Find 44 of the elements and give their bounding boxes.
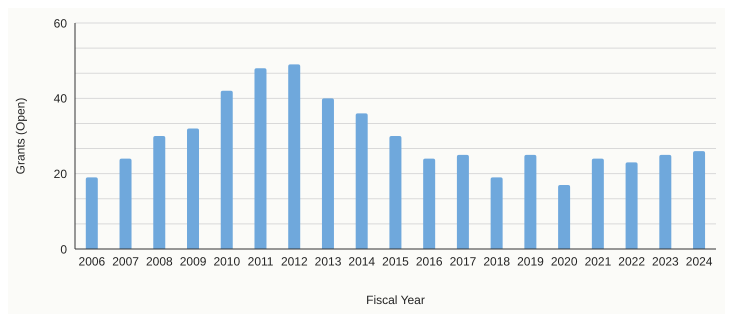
x-tick-label: 2014 (348, 254, 376, 269)
x-tick-label: 2021 (584, 254, 612, 269)
bar (456, 154, 469, 249)
x-tick-label: 2024 (686, 254, 713, 269)
y-tick-label: 0 (60, 242, 68, 256)
x-tick-label: 2006 (78, 254, 106, 269)
x-tick-label: 2013 (314, 254, 342, 269)
x-tick-label: 2019 (517, 254, 544, 269)
x-tick-label: 2012 (280, 254, 308, 269)
bar (659, 154, 672, 249)
x-tick-label: 2009 (180, 254, 207, 269)
x-tick-label: 2022 (618, 254, 646, 269)
y-axis-title: Grants (Open) (13, 98, 28, 174)
bar (389, 136, 402, 249)
bar (592, 158, 604, 249)
y-tick-label: 60 (54, 16, 68, 30)
bar (120, 158, 132, 249)
bar (524, 154, 536, 249)
x-tick-label: 2008 (146, 254, 174, 269)
x-tick-label: 2015 (382, 254, 410, 269)
bar (220, 90, 233, 249)
bar (322, 98, 334, 249)
bar (490, 177, 503, 249)
x-tick-label: 2007 (112, 254, 140, 269)
y-tick-label: 40 (54, 92, 68, 106)
bar (86, 177, 98, 249)
bar (187, 128, 200, 249)
bar (626, 162, 638, 249)
x-axis-title: Fiscal Year (366, 293, 425, 307)
x-tick-label: 2018 (483, 254, 510, 269)
y-tick-label: 20 (54, 166, 68, 181)
bar (153, 136, 166, 249)
x-tick-label: 2010 (213, 254, 240, 269)
x-tick-label: 2016 (416, 254, 443, 269)
bar (356, 113, 368, 249)
bar (254, 68, 266, 249)
x-tick-label: 2017 (450, 254, 477, 269)
bar (288, 64, 300, 249)
bar (693, 151, 706, 249)
x-tick-label: 2023 (652, 254, 680, 269)
x-tick-label: 2011 (248, 254, 274, 269)
bar (558, 184, 570, 249)
x-tick-label: 2020 (550, 254, 578, 269)
bar (423, 158, 436, 249)
